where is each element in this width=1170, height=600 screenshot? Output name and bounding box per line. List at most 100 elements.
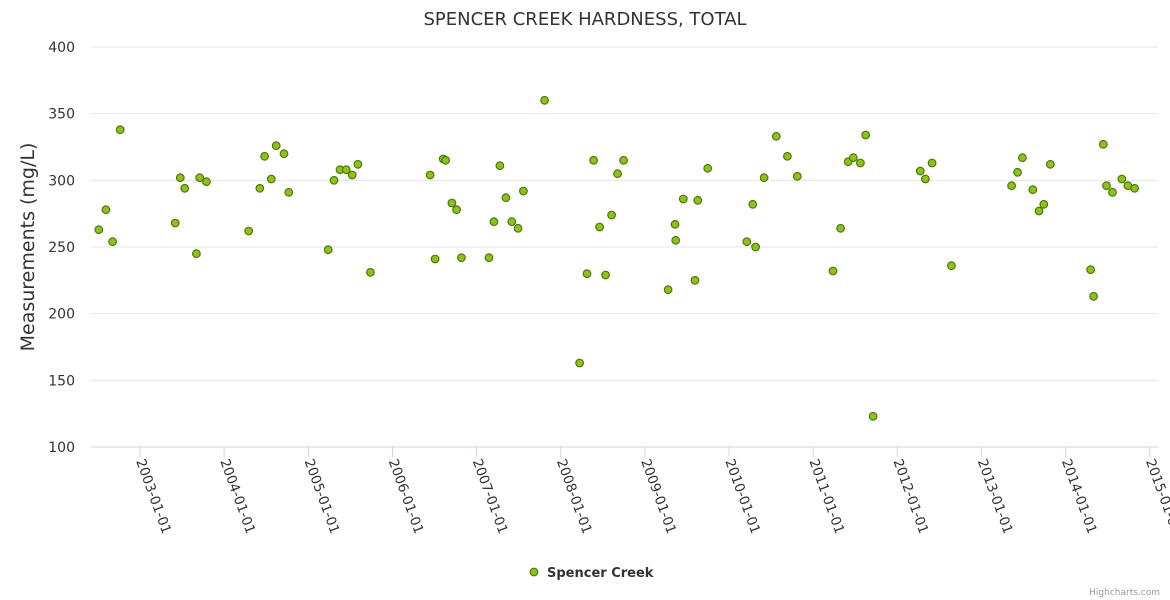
data-point[interactable] xyxy=(201,177,211,187)
data-point[interactable] xyxy=(783,151,792,161)
y-tick-label: 350 xyxy=(48,107,75,123)
data-point[interactable] xyxy=(191,249,201,259)
data-point[interactable] xyxy=(703,163,713,173)
data-point[interactable] xyxy=(195,173,205,183)
data-point[interactable] xyxy=(519,186,528,196)
data-point[interactable] xyxy=(260,151,270,161)
data-point[interactable] xyxy=(323,245,333,255)
data-point[interactable] xyxy=(751,242,760,252)
data-point[interactable] xyxy=(447,198,457,208)
data-point[interactable] xyxy=(1039,199,1049,209)
y-axis-label: Measurements (mg/L) xyxy=(17,143,39,352)
data-point[interactable] xyxy=(748,199,758,209)
data-point[interactable] xyxy=(1108,187,1117,197)
data-point[interactable] xyxy=(1013,167,1022,177)
x-tick-label: 2013-01-01 xyxy=(974,457,1016,536)
data-point[interactable] xyxy=(1130,183,1139,193)
data-point[interactable] xyxy=(693,195,703,205)
data-point[interactable] xyxy=(441,155,451,165)
x-tick-label: 2007-01-01 xyxy=(469,457,511,536)
data-point[interactable] xyxy=(170,218,180,228)
data-point[interactable] xyxy=(108,237,117,247)
x-tick-label: 2011-01-01 xyxy=(805,457,847,536)
data-point[interactable] xyxy=(513,223,523,233)
credits-link[interactable]: Highcharts.com xyxy=(1089,588,1160,598)
data-point[interactable] xyxy=(1028,185,1038,195)
data-point[interactable] xyxy=(347,170,357,180)
data-point[interactable] xyxy=(601,270,610,280)
data-point[interactable] xyxy=(1045,159,1055,169)
data-point[interactable] xyxy=(690,275,700,285)
chart-title: SPENCER CREEK HARDNESS, TOTAL xyxy=(423,9,746,30)
data-point[interactable] xyxy=(759,173,769,183)
data-point[interactable] xyxy=(607,210,616,220)
data-point[interactable] xyxy=(115,125,125,135)
data-point[interactable] xyxy=(1007,181,1016,191)
data-point[interactable] xyxy=(94,225,104,235)
data-point[interactable] xyxy=(341,165,351,175)
data-point[interactable] xyxy=(663,285,673,295)
data-point[interactable] xyxy=(836,223,845,233)
data-point[interactable] xyxy=(284,187,294,197)
data-point[interactable] xyxy=(507,217,517,227)
data-point[interactable] xyxy=(670,219,680,229)
gridlines xyxy=(91,46,1158,381)
data-point[interactable] xyxy=(589,155,598,165)
data-point[interactable] xyxy=(457,253,466,263)
data-point[interactable] xyxy=(353,159,363,169)
data-point[interactable] xyxy=(921,174,930,184)
data-point[interactable] xyxy=(582,269,592,279)
data-point[interactable] xyxy=(495,161,505,171)
data-point[interactable] xyxy=(101,205,111,215)
data-point[interactable] xyxy=(425,170,435,180)
data-point[interactable] xyxy=(501,193,511,203)
data-point[interactable] xyxy=(244,226,254,236)
data-point[interactable] xyxy=(947,261,956,271)
data-point[interactable] xyxy=(1102,181,1111,191)
data-point[interactable] xyxy=(175,173,185,183)
data-point[interactable] xyxy=(1098,139,1108,149)
data-point[interactable] xyxy=(1086,265,1095,275)
data-point[interactable] xyxy=(1018,153,1027,163)
data-point[interactable] xyxy=(856,158,865,168)
y-tick-label: 100 xyxy=(48,440,75,456)
legend-marker xyxy=(529,567,539,577)
data-point[interactable] xyxy=(927,158,937,168)
data-point[interactable] xyxy=(771,131,781,141)
data-point[interactable] xyxy=(484,253,494,263)
data-point[interactable] xyxy=(366,267,375,277)
data-point[interactable] xyxy=(575,358,584,368)
x-tick-label: 2009-01-01 xyxy=(637,457,679,536)
data-point[interactable] xyxy=(489,217,499,227)
data-point[interactable] xyxy=(595,222,604,232)
data-point[interactable] xyxy=(742,237,752,247)
data-point[interactable] xyxy=(329,175,339,185)
data-point[interactable] xyxy=(279,149,289,159)
data-point[interactable] xyxy=(1117,174,1127,184)
data-point[interactable] xyxy=(613,169,622,179)
data-point[interactable] xyxy=(828,266,838,276)
data-point[interactable] xyxy=(540,95,549,105)
data-point[interactable] xyxy=(792,171,802,181)
data-point[interactable] xyxy=(671,235,681,245)
data-point[interactable] xyxy=(266,174,276,184)
data-point[interactable] xyxy=(271,141,281,151)
y-tick-label: 400 xyxy=(48,40,75,56)
data-point[interactable] xyxy=(1089,291,1098,301)
x-tick-label: 2012-01-01 xyxy=(890,457,932,536)
data-point[interactable] xyxy=(1034,206,1044,216)
data-point[interactable] xyxy=(430,254,440,264)
data-point[interactable] xyxy=(868,411,878,421)
legend[interactable]: Spencer Creek xyxy=(529,566,654,581)
data-point[interactable] xyxy=(619,155,628,165)
data-point[interactable] xyxy=(915,166,925,176)
series-spencer-creek[interactable] xyxy=(94,95,1139,421)
data-point[interactable] xyxy=(180,183,190,193)
legend-item-spencer-creek[interactable]: Spencer Creek xyxy=(547,566,654,581)
data-point[interactable] xyxy=(452,205,462,215)
data-point[interactable] xyxy=(255,183,265,193)
data-point[interactable] xyxy=(678,194,688,204)
data-point[interactable] xyxy=(848,153,858,163)
data-point[interactable] xyxy=(861,130,871,140)
x-tick-label: 2014-01-01 xyxy=(1058,457,1100,536)
